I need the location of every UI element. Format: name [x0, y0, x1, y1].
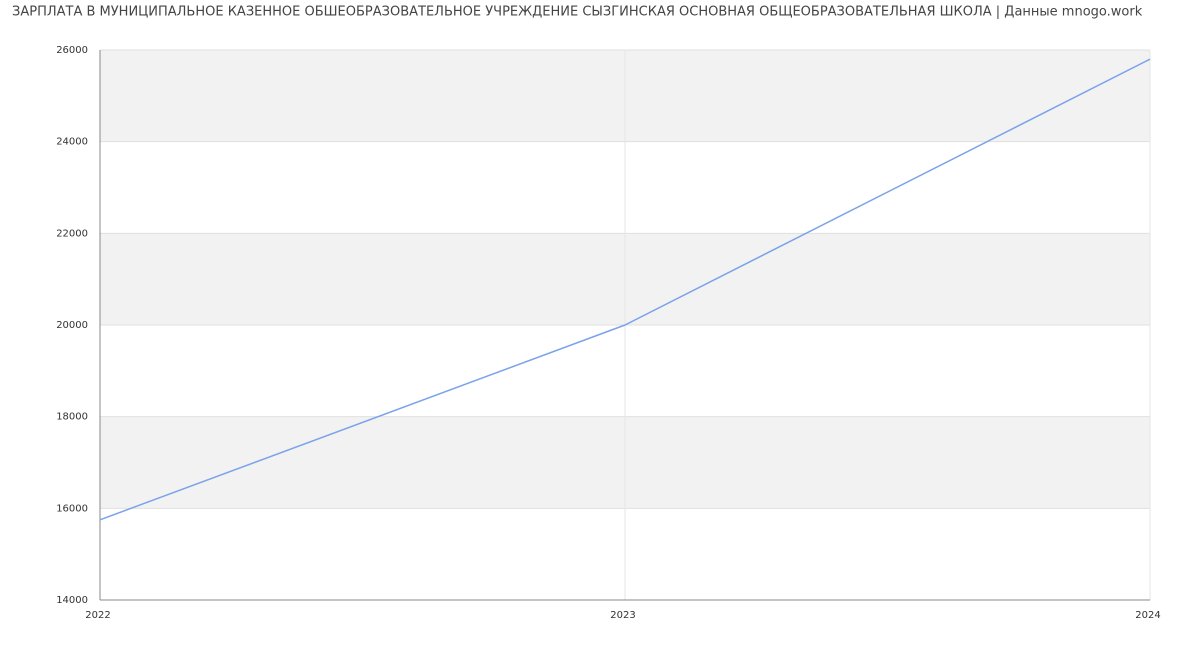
- y-tick-label: 20000: [56, 320, 88, 331]
- y-tick-label: 26000: [56, 45, 88, 56]
- x-tick-label: 2022: [85, 610, 110, 621]
- line: [99, 58, 1151, 521]
- y-tick-label: 22000: [56, 228, 88, 239]
- x-tick-label: 2024: [1135, 610, 1160, 621]
- y-tick-label: 14000: [56, 595, 88, 606]
- y-tick-label: 16000: [56, 503, 88, 514]
- x-tick-label: 2023: [610, 610, 635, 621]
- y-tick-label: 18000: [56, 412, 88, 423]
- y-tick-label: 24000: [56, 137, 88, 148]
- chart-title: ЗАРПЛАТА В МУНИЦИПАЛЬНОЕ КАЗЕННОЕ ОБШЕОБ…: [12, 5, 1143, 20]
